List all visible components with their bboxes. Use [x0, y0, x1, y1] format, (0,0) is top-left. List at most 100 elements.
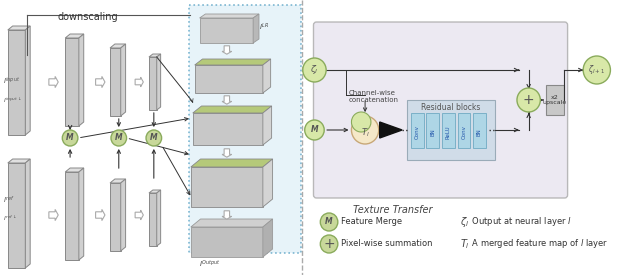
Polygon shape: [65, 172, 79, 260]
Polygon shape: [110, 183, 121, 251]
Text: A merged feature map of $l$ layer: A merged feature map of $l$ layer: [469, 238, 609, 251]
Text: Residual blocks: Residual blocks: [421, 103, 481, 112]
Polygon shape: [222, 211, 232, 219]
Text: M: M: [67, 133, 74, 142]
FancyBboxPatch shape: [314, 22, 568, 198]
Text: BN: BN: [477, 128, 482, 136]
Polygon shape: [222, 149, 232, 157]
Polygon shape: [157, 190, 161, 246]
Polygon shape: [191, 167, 263, 207]
Text: $\zeta_l$: $\zeta_l$: [310, 64, 319, 76]
Text: $I^{input\downarrow}$: $I^{input\downarrow}$: [3, 95, 22, 105]
Text: Channel-wise
concatenation: Channel-wise concatenation: [349, 90, 399, 103]
FancyBboxPatch shape: [189, 5, 301, 253]
Text: M: M: [325, 218, 333, 227]
Text: M: M: [150, 133, 157, 142]
Polygon shape: [110, 48, 121, 116]
Circle shape: [303, 58, 326, 82]
Circle shape: [320, 235, 338, 253]
Circle shape: [305, 120, 324, 140]
Polygon shape: [8, 163, 26, 268]
Text: +: +: [323, 237, 335, 251]
Polygon shape: [135, 210, 143, 220]
FancyBboxPatch shape: [426, 113, 439, 148]
FancyBboxPatch shape: [407, 100, 495, 160]
Polygon shape: [95, 209, 105, 221]
Text: Pixel-wise summation: Pixel-wise summation: [340, 240, 432, 249]
Polygon shape: [110, 179, 125, 183]
Text: downscaling: downscaling: [58, 12, 118, 22]
Polygon shape: [222, 96, 232, 104]
FancyBboxPatch shape: [458, 113, 470, 148]
Text: Output at neural layer $l$: Output at neural layer $l$: [469, 216, 572, 229]
Text: $I^{input}$: $I^{input}$: [3, 75, 20, 86]
Polygon shape: [79, 168, 84, 260]
Polygon shape: [26, 26, 30, 135]
Text: $I^{ref}$: $I^{ref}$: [3, 194, 15, 206]
Text: BN: BN: [430, 128, 435, 136]
Text: $\zeta_l$: $\zeta_l$: [460, 215, 468, 229]
Circle shape: [62, 130, 78, 146]
Polygon shape: [191, 227, 263, 257]
Polygon shape: [253, 14, 259, 43]
Polygon shape: [149, 57, 157, 110]
Polygon shape: [200, 14, 259, 18]
Text: $I^{ref\downarrow}$: $I^{ref\downarrow}$: [3, 213, 17, 223]
Polygon shape: [149, 193, 157, 246]
Text: +: +: [523, 93, 534, 107]
Polygon shape: [193, 106, 271, 113]
Polygon shape: [263, 106, 271, 145]
Polygon shape: [157, 54, 161, 110]
Text: $I^{LR}$: $I^{LR}$: [259, 22, 269, 33]
Polygon shape: [95, 76, 105, 88]
Polygon shape: [263, 219, 273, 257]
Polygon shape: [65, 168, 84, 172]
Polygon shape: [26, 159, 30, 268]
Text: Texture Transfer: Texture Transfer: [353, 205, 432, 215]
Polygon shape: [121, 179, 125, 251]
Polygon shape: [195, 65, 263, 93]
Polygon shape: [65, 38, 79, 126]
Polygon shape: [65, 34, 84, 38]
Polygon shape: [263, 159, 273, 207]
FancyBboxPatch shape: [473, 113, 486, 148]
FancyBboxPatch shape: [442, 113, 454, 148]
Text: x2
upscale: x2 upscale: [543, 95, 567, 105]
Polygon shape: [222, 46, 232, 54]
Text: $T_l$: $T_l$: [460, 237, 469, 251]
Text: Feature Merge: Feature Merge: [340, 218, 402, 227]
Text: Conv: Conv: [415, 125, 420, 139]
Polygon shape: [149, 54, 161, 57]
Text: $T_l$: $T_l$: [361, 127, 369, 139]
Circle shape: [351, 116, 379, 144]
Text: ReLU: ReLU: [446, 125, 451, 139]
Polygon shape: [380, 122, 402, 138]
FancyBboxPatch shape: [411, 113, 424, 148]
Polygon shape: [110, 44, 125, 48]
Polygon shape: [79, 34, 84, 126]
Circle shape: [583, 56, 611, 84]
Polygon shape: [49, 209, 58, 221]
Polygon shape: [191, 219, 273, 227]
Polygon shape: [149, 190, 161, 193]
Polygon shape: [193, 113, 263, 145]
Polygon shape: [200, 18, 253, 43]
Polygon shape: [8, 30, 26, 135]
Text: $\zeta_{l+1}$: $\zeta_{l+1}$: [588, 64, 605, 76]
Polygon shape: [8, 26, 30, 30]
Polygon shape: [49, 76, 58, 88]
Circle shape: [351, 112, 371, 132]
Circle shape: [111, 130, 127, 146]
Polygon shape: [195, 59, 271, 65]
Circle shape: [146, 130, 162, 146]
Circle shape: [320, 213, 338, 231]
Polygon shape: [8, 159, 30, 163]
Text: $I^{Output}$: $I^{Output}$: [198, 258, 220, 269]
Text: M: M: [115, 133, 123, 142]
Text: Conv: Conv: [461, 125, 467, 139]
Polygon shape: [135, 77, 143, 87]
Circle shape: [517, 88, 540, 112]
FancyBboxPatch shape: [546, 85, 564, 115]
Polygon shape: [121, 44, 125, 116]
Text: M: M: [310, 125, 318, 134]
